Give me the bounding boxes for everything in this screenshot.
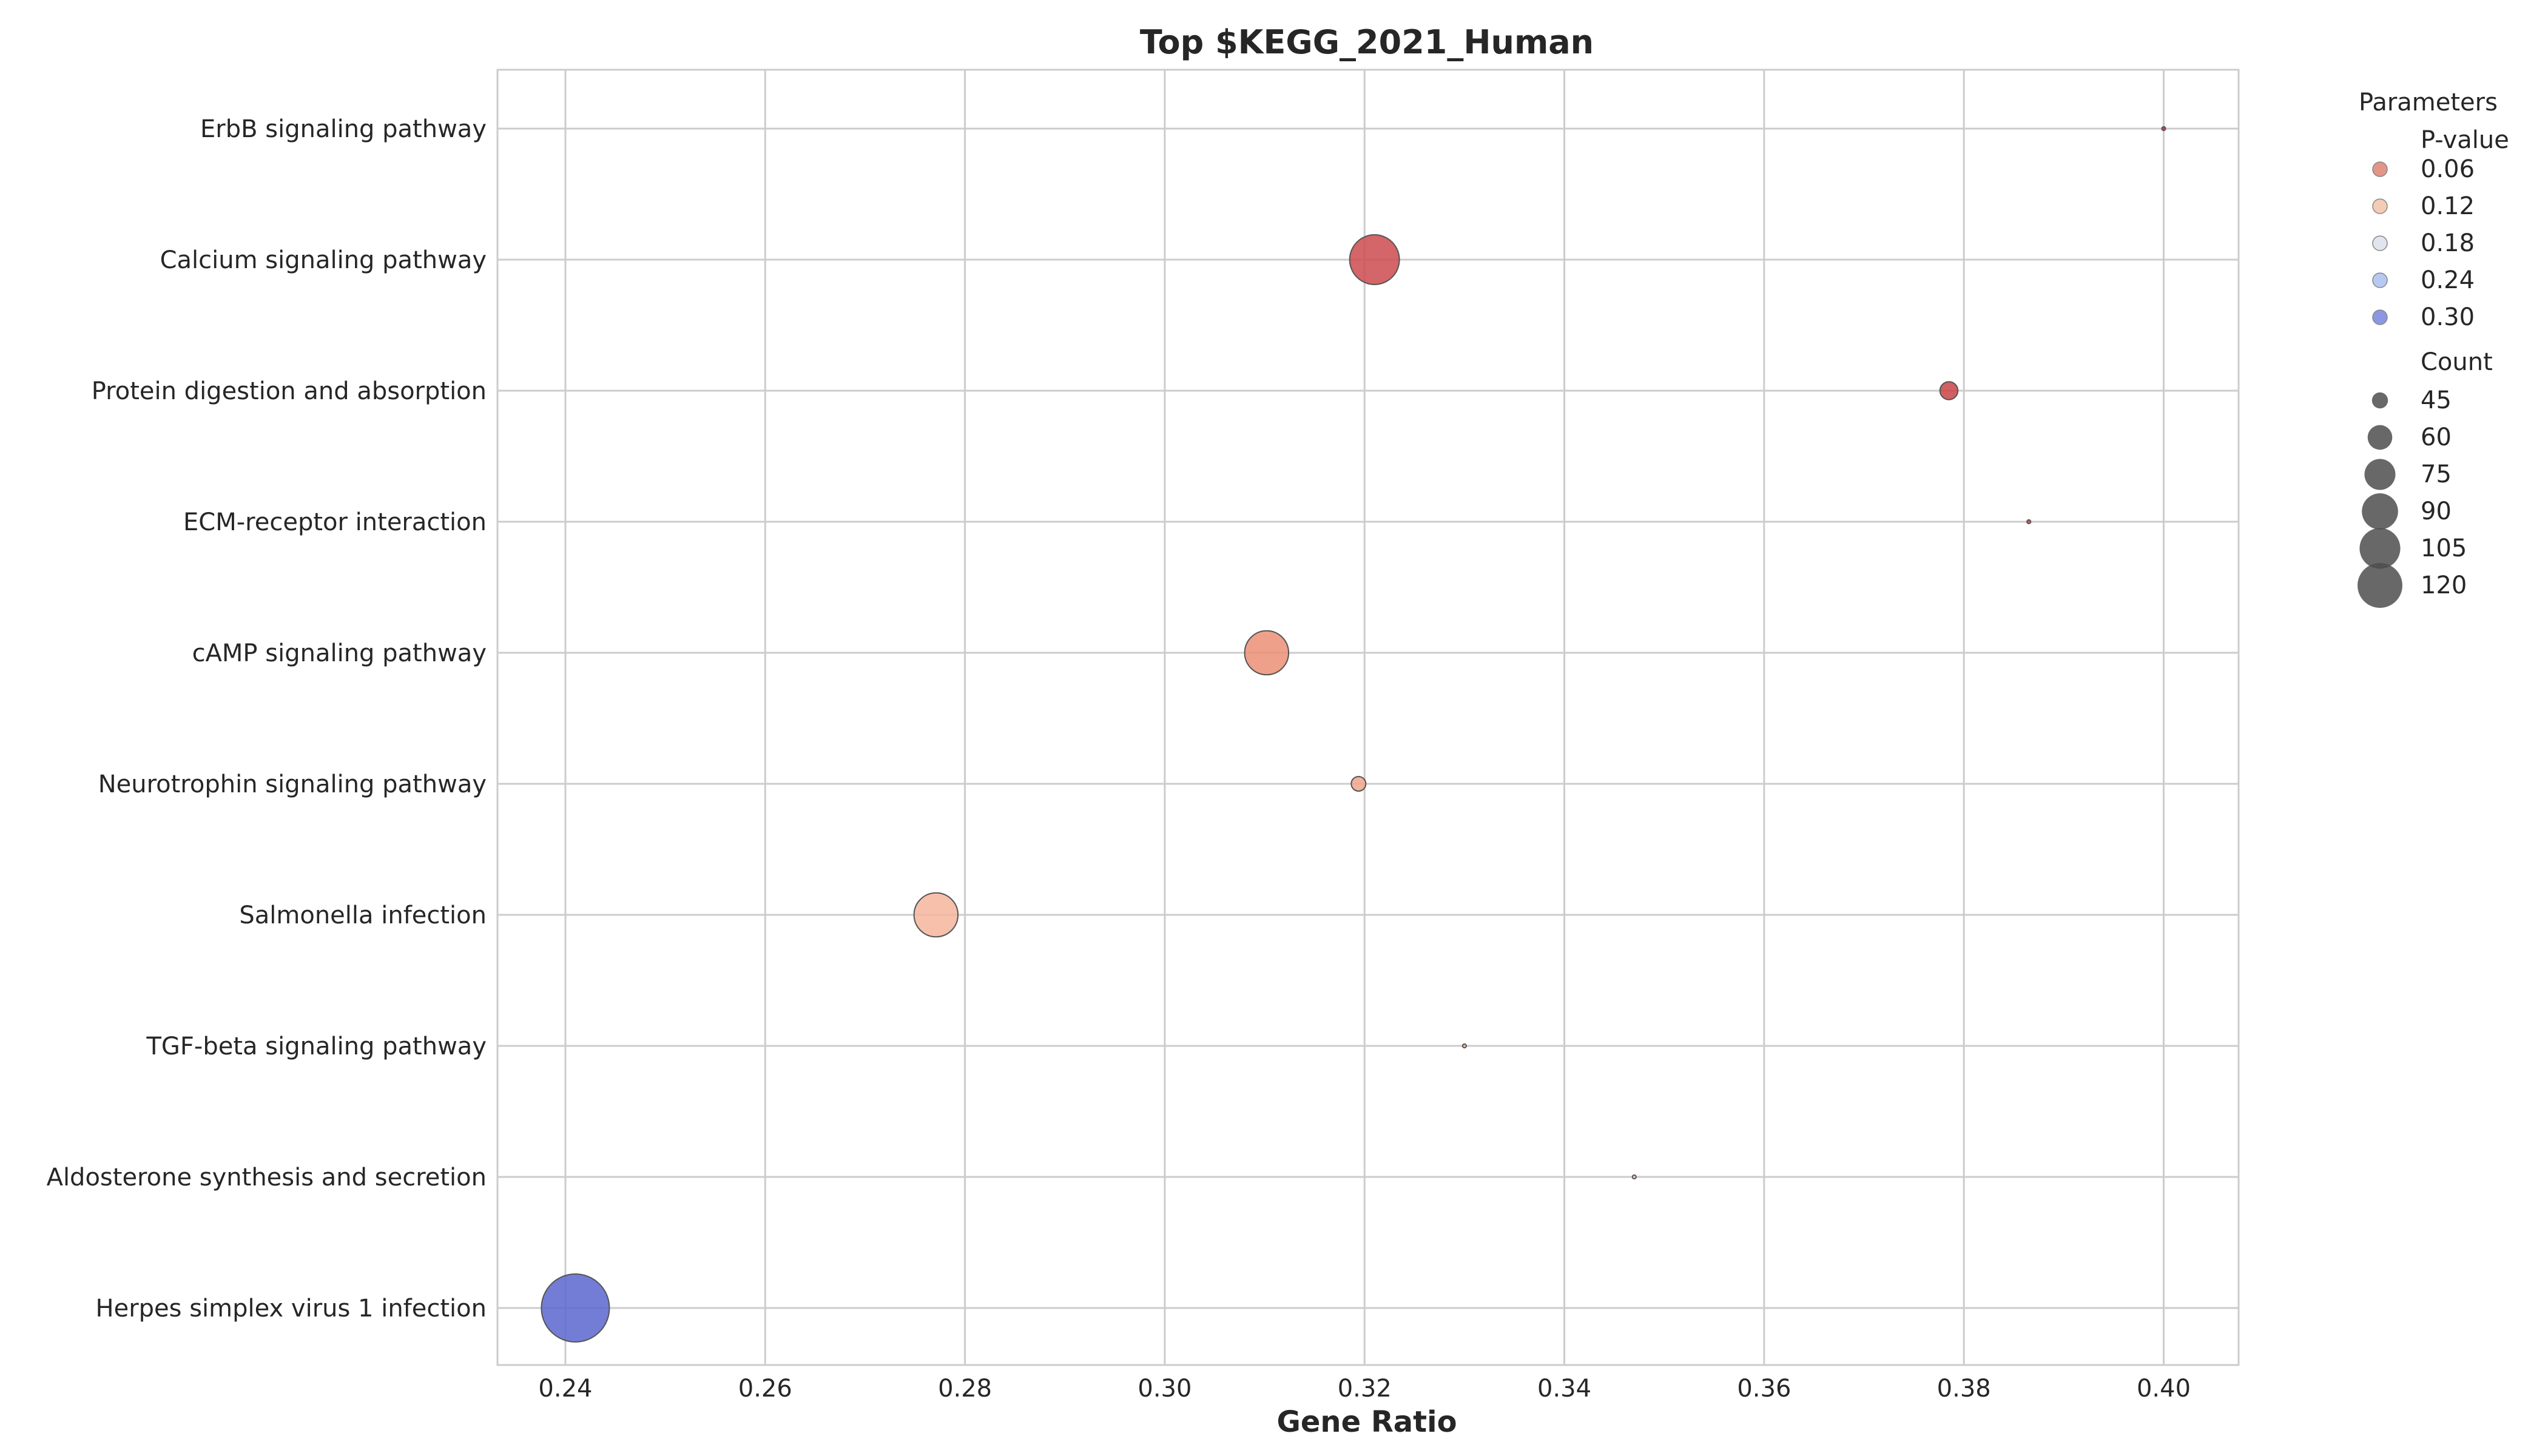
- legend-count-marker: [2364, 459, 2396, 490]
- data-point: [1461, 1043, 1467, 1049]
- plot-frame: [496, 69, 2240, 1366]
- legend-count-marker: [2359, 528, 2401, 569]
- legend-pvalue-label: 0.12: [2421, 192, 2475, 220]
- data-point: [541, 1273, 610, 1343]
- x-tick-label: 0.30: [1138, 1375, 1191, 1403]
- legend-hue-title: P-value: [2421, 126, 2509, 154]
- data-points: [541, 126, 2166, 1343]
- data-point: [2026, 519, 2032, 525]
- legend-count-items: 45 60 75 90 105 120: [2358, 386, 2467, 608]
- x-tick-label: 0.36: [1737, 1375, 1791, 1403]
- legend: Parameters P-value 0.060.120.180.240.30 …: [2358, 89, 2509, 608]
- legend-count-marker: [2371, 392, 2388, 409]
- x-axis-ticks: 0.24 0.26 0.28 0.30 0.32 0.34 0.36 0.38 0.40: [538, 1375, 2191, 1403]
- x-tick-label: 0.26: [738, 1375, 792, 1403]
- y-axis-ticks: ErbB signaling pathway Calcium signaling …: [47, 115, 487, 1323]
- legend-pvalue-items: 0.06 0.12 0.18 0.24 0.30: [2372, 155, 2475, 331]
- legend-count-label: 105: [2421, 534, 2467, 562]
- y-tick-label: Calcium signaling pathway: [160, 246, 487, 274]
- y-tick-label: Salmonella infection: [239, 902, 487, 929]
- y-tick-label: Herpes simplex virus 1 infection: [96, 1295, 487, 1323]
- legend-pvalue-marker: [2372, 235, 2388, 251]
- x-axis-label: Gene Ratio: [1276, 1405, 1457, 1439]
- chart-title: Top $KEGG_2021_Human: [1140, 23, 1594, 61]
- x-tick-label: 0.38: [1937, 1375, 1991, 1403]
- legend-pvalue-label: 0.18: [2421, 229, 2475, 257]
- x-tick-label: 0.24: [538, 1375, 592, 1403]
- legend-count-marker: [2358, 563, 2402, 608]
- legend-pvalue-marker: [2372, 161, 2388, 177]
- legend-count-marker: [2367, 425, 2393, 450]
- legend-count-label: 60: [2421, 423, 2452, 451]
- data-point: [2161, 126, 2166, 132]
- x-tick-label: 0.40: [2137, 1375, 2191, 1403]
- y-tick-label: Protein digestion and absorption: [92, 377, 487, 405]
- data-point: [1631, 1174, 1637, 1180]
- data-point: [913, 892, 959, 938]
- legend-pvalue-label: 0.30: [2421, 303, 2475, 331]
- legend-size-title: Count: [2421, 348, 2493, 376]
- legend-count-label: 90: [2421, 497, 2452, 525]
- data-point: [1350, 775, 1367, 792]
- y-tick-label: ECM-receptor interaction: [183, 508, 487, 536]
- y-tick-label: cAMP signaling pathway: [192, 639, 487, 667]
- legend-pvalue-label: 0.24: [2421, 266, 2475, 294]
- legend-pvalue-marker: [2372, 309, 2388, 325]
- legend-pvalue-marker: [2372, 272, 2388, 288]
- legend-pvalue-label: 0.06: [2421, 155, 2475, 183]
- y-tick-label: Neurotrophin signaling pathway: [98, 770, 487, 798]
- y-tick-label: TGF-beta signaling pathway: [146, 1033, 487, 1060]
- x-tick-label: 0.28: [938, 1375, 992, 1403]
- y-tick-label: ErbB signaling pathway: [200, 115, 487, 143]
- legend-pvalue-marker: [2372, 198, 2388, 214]
- x-tick-label: 0.32: [1338, 1375, 1392, 1403]
- data-point: [1349, 234, 1400, 285]
- grid-lines: [497, 70, 2239, 1365]
- legend-count-label: 45: [2421, 386, 2452, 414]
- x-tick-label: 0.34: [1537, 1375, 1591, 1403]
- data-point: [1939, 381, 1959, 400]
- legend-count-marker: [2362, 493, 2398, 530]
- y-tick-label: Aldosterone synthesis and secretion: [47, 1164, 487, 1191]
- legend-count-label: 120: [2421, 571, 2467, 599]
- legend-count-label: 75: [2421, 460, 2452, 488]
- data-point: [1244, 630, 1290, 676]
- legend-title: Parameters: [2359, 89, 2498, 116]
